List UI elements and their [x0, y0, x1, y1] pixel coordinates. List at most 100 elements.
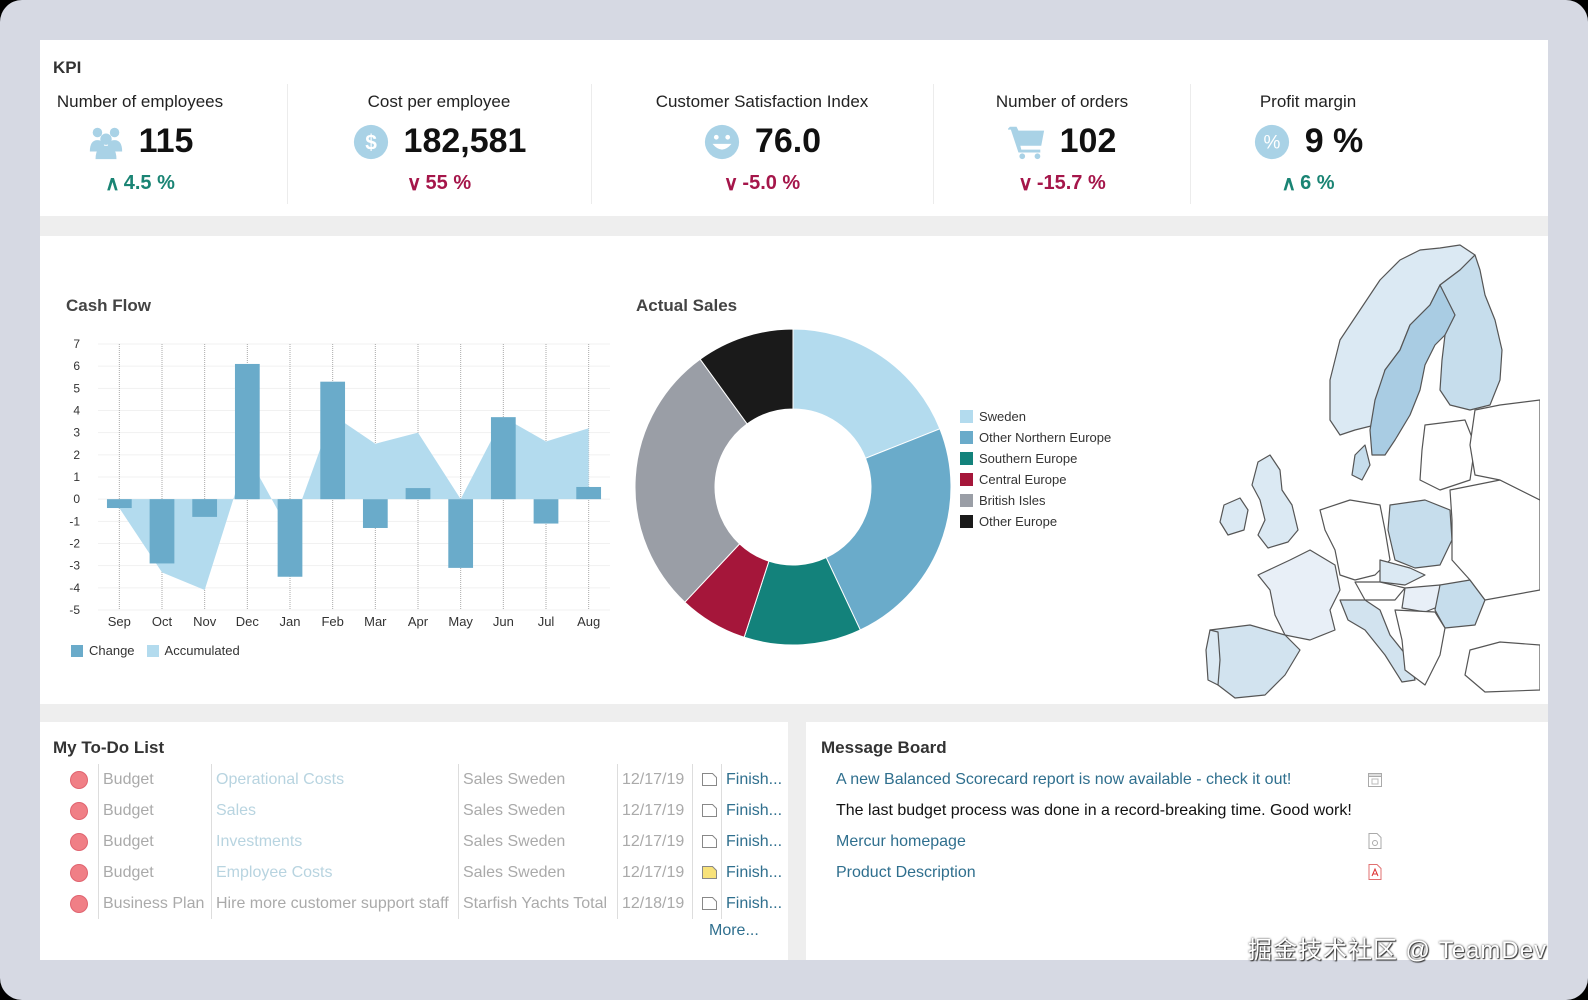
donut-slice-sweden[interactable] — [792, 328, 941, 459]
todo-item[interactable]: Operational Costs — [211, 764, 458, 795]
legend-label: Sweden — [979, 409, 1026, 424]
dollar-icon: $ — [353, 124, 388, 159]
europe-map[interactable] — [1140, 230, 1540, 700]
kpi-cost-per-employee[interactable]: Cost per employee $ 182,581 ∨ 55 % — [288, 84, 590, 206]
todo-action-link[interactable]: Finish... — [721, 764, 792, 795]
note-icon[interactable] — [692, 888, 721, 919]
actual-sales-legend: Sweden Other Northern Europe Southern Euro… — [960, 406, 1111, 532]
arrow-up-icon: ∧ — [1281, 173, 1297, 195]
todo-type: Budget — [98, 857, 211, 888]
todo-item[interactable]: Investments — [211, 826, 458, 857]
todo-action-link[interactable]: Finish... — [721, 857, 792, 888]
todo-item[interactable]: Sales — [211, 795, 458, 826]
todo-entity: Sales Sweden — [458, 826, 617, 857]
x-tick-label: May — [448, 614, 473, 629]
map-region-germany — [1319, 499, 1391, 581]
pdf-icon[interactable] — [1368, 864, 1382, 880]
legend-swatch — [960, 452, 973, 465]
arrow-down-icon: ∨ — [406, 173, 422, 195]
legend-item[interactable]: Southern Europe — [960, 448, 1111, 469]
status-dot-icon — [70, 770, 88, 789]
divider — [40, 704, 1548, 722]
legend-item[interactable]: Other Northern Europe — [960, 427, 1111, 448]
message-scorecard-link[interactable]: A new Balanced Scorecard report is now a… — [836, 771, 1292, 788]
note-icon[interactable] — [692, 857, 721, 888]
y-tick-label: 1 — [73, 470, 80, 484]
kpi-customer-satisfaction[interactable]: Customer Satisfaction Index 76.0 ∨ -5.0 % — [592, 84, 932, 206]
note-icon[interactable] — [692, 764, 721, 795]
arrow-down-icon: ∨ — [723, 173, 739, 195]
kpi-profit-margin[interactable]: Profit margin % 9 % ∧ 6 % — [1191, 84, 1425, 206]
message-product-description-link[interactable]: Product Description — [836, 864, 976, 881]
todo-row[interactable]: Budget Sales Sales Sweden 12/17/19 Finish... — [70, 795, 792, 826]
map-region-poland — [1387, 499, 1453, 569]
todo-type: Budget — [98, 826, 211, 857]
kpi-orders[interactable]: Number of orders 102 ∨ -15.7 % — [934, 84, 1190, 206]
todo-type: Budget — [98, 795, 211, 826]
note-icon[interactable] — [692, 795, 721, 826]
kpi-employees[interactable]: Number of employees 115 ∧ 4.5 % — [40, 84, 240, 206]
svg-text:$: $ — [365, 131, 377, 154]
y-tick-label: 2 — [73, 448, 80, 462]
todo-row[interactable]: Budget Operational Costs Sales Sweden 12/17… — [70, 764, 792, 795]
todo-action-link[interactable]: Finish... — [721, 795, 792, 826]
x-tick-label: Jul — [538, 614, 555, 629]
map-region-portugal — [1205, 629, 1221, 686]
todo-action-link[interactable]: Finish... — [721, 888, 792, 919]
legend-label: Accumulated — [164, 643, 240, 658]
note-icon[interactable] — [692, 826, 721, 857]
kpi-delta: 4.5 % — [123, 172, 175, 194]
people-icon — [89, 127, 122, 159]
x-tick-label: Aug — [577, 614, 600, 629]
todo-entity: Sales Sweden — [458, 857, 617, 888]
donut-slice-other-europe[interactable] — [699, 328, 794, 425]
map-region-finland — [1439, 254, 1503, 411]
y-tick-label: 5 — [73, 381, 80, 395]
cash-flow-chart[interactable]: 7 6 5 4 3 2 1 0 -1 -2 -3 -4 -5 Sep Oct Nov Dec Jan Feb Mar A… — [60, 332, 620, 652]
x-tick-label: Jun — [493, 614, 514, 629]
actual-sales-donut-chart[interactable] — [630, 324, 960, 654]
todo-type: Budget — [98, 764, 211, 795]
y-tick-label: -5 — [69, 603, 80, 617]
legend-item[interactable]: Other Europe — [960, 511, 1111, 532]
change-bar — [149, 499, 175, 564]
web-page-icon[interactable] — [1368, 833, 1382, 849]
legend-item[interactable]: Central Europe — [960, 469, 1111, 490]
legend-swatch-change — [71, 644, 83, 657]
legend-item[interactable]: British Isles — [960, 490, 1111, 511]
divider — [1190, 84, 1191, 204]
todo-item[interactable]: Employee Costs — [211, 857, 458, 888]
donut-slice-other-northern-europe[interactable] — [825, 428, 952, 631]
divider — [933, 84, 934, 204]
divider — [591, 84, 592, 204]
kpi-panel: KPI Number of employees 115 ∧ 4.5 % Cost … — [40, 40, 1548, 216]
change-bar — [277, 499, 303, 577]
legend-label: British Isles — [979, 493, 1046, 508]
message-homepage-link[interactable]: Mercur homepage — [836, 833, 966, 850]
todo-row[interactable]: Budget Investments Sales Sweden 12/17/19 Fin… — [70, 826, 792, 857]
kpi-delta: -15.7 % — [1036, 172, 1106, 194]
todo-date: 12/17/19 — [617, 795, 692, 826]
kpi-value: 9 % — [1304, 122, 1364, 160]
todo-date: 12/17/19 — [617, 857, 692, 888]
report-icon[interactable] — [1368, 772, 1382, 788]
todo-panel: My To-Do List Budget Operational Costs Sal… — [40, 722, 788, 960]
todo-action-link[interactable]: Finish... — [721, 826, 792, 857]
kpi-label: Customer Satisfaction Index — [655, 92, 869, 111]
kpi-value: 102 — [1059, 122, 1117, 160]
donut-slice-british-isles[interactable] — [634, 358, 748, 603]
change-bar — [320, 381, 346, 500]
map-region-russia — [1469, 399, 1540, 501]
divider — [287, 84, 288, 204]
divider — [788, 722, 806, 960]
more-link[interactable]: More... — [709, 922, 759, 939]
legend-item[interactable]: Sweden — [960, 406, 1111, 427]
legend-label: Other Northern Europe — [979, 430, 1112, 445]
message-board-title: Message Board — [821, 738, 947, 757]
todo-row[interactable]: Business Plan Hire more customer support … — [70, 888, 792, 919]
y-tick-label: 4 — [73, 404, 80, 418]
legend-swatch — [960, 473, 973, 486]
kpi-label: Profit margin — [1259, 92, 1357, 111]
x-tick-label: Jan — [280, 614, 301, 629]
todo-row[interactable]: Budget Employee Costs Sales Sweden 12/17/19… — [70, 857, 792, 888]
